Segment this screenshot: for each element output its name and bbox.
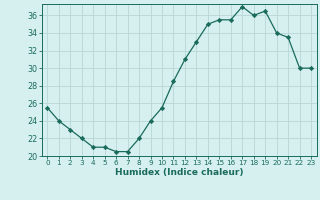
X-axis label: Humidex (Indice chaleur): Humidex (Indice chaleur) bbox=[115, 168, 244, 177]
